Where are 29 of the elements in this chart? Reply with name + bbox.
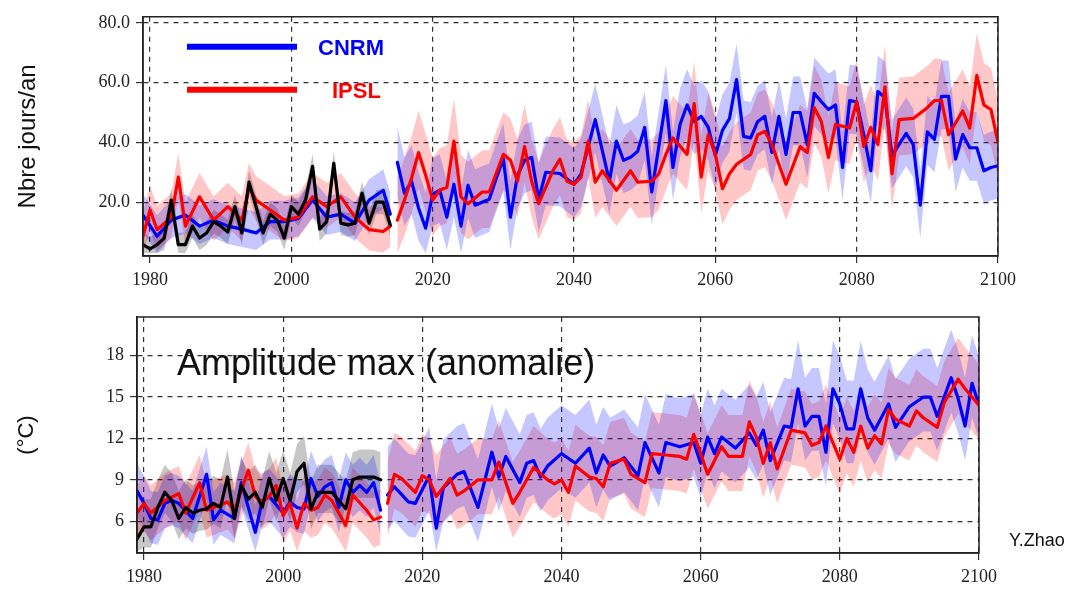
- x-tick-label: 2100: [980, 268, 1016, 289]
- x-tick-label: 2020: [404, 565, 441, 586]
- y-tick-label: 40.0: [98, 131, 130, 152]
- x-tick-label: 2080: [821, 565, 858, 586]
- y-tick-label: 80.0: [98, 11, 130, 32]
- y-tick-label: 9: [115, 468, 124, 489]
- x-tick-label: 2080: [838, 268, 875, 289]
- x-tick-label: 2020: [414, 268, 451, 289]
- x-tick-label: 2100: [961, 565, 997, 586]
- y-tick-label: 12: [106, 427, 124, 448]
- text: Amplitude max (anomalie): [177, 341, 596, 383]
- y-tick-label: 18: [106, 344, 124, 365]
- y-tick-label: 15: [106, 385, 124, 406]
- x-tick-label: 2060: [682, 565, 719, 586]
- y-axis-title: Nbre jours/an: [13, 64, 41, 209]
- y-axis-title: (°C): [13, 415, 39, 455]
- x-tick-label: 2040: [556, 268, 593, 289]
- x-tick-label: 2060: [697, 268, 734, 289]
- text: Y.Zhao: [1009, 529, 1065, 550]
- x-tick-label: 2000: [273, 268, 310, 289]
- x-tick-label: 1980: [125, 565, 162, 586]
- x-tick-label: 1980: [132, 268, 169, 289]
- legend-label: IPSL: [332, 77, 381, 103]
- y-tick-label: 20.0: [98, 190, 130, 211]
- y-tick-label: 60.0: [98, 71, 130, 92]
- x-tick-label: 2000: [265, 565, 302, 586]
- y-tick-label: 6: [115, 509, 124, 530]
- x-tick-label: 2040: [543, 565, 580, 586]
- legend-label: CNRM: [318, 34, 384, 60]
